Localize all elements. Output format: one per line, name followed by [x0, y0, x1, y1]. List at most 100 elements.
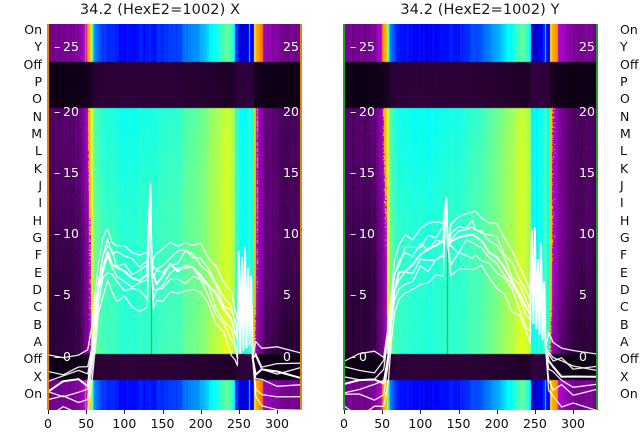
x-tick-mark-200	[200, 410, 202, 414]
x-tick-mark-50	[86, 410, 88, 414]
inner-y-tick-left-20: –20	[350, 104, 375, 119]
axis-spine-left-y	[343, 24, 345, 410]
inner-y-tick-left-5: –5	[350, 287, 367, 302]
category-label-left-5: N	[32, 108, 42, 124]
category-label-left-16: C	[33, 299, 42, 315]
category-label-left-6: M	[31, 126, 42, 141]
category-label-left-15: D	[32, 282, 42, 297]
inner-y-tick-left-10: –10	[350, 226, 375, 241]
heatmap-x	[48, 24, 300, 410]
inner-y-tick-right-20: 20	[283, 104, 299, 119]
inner-y-tick-right-0: 0	[579, 349, 587, 364]
category-label-right-0: On	[620, 22, 638, 37]
x-tick-mark-0	[48, 410, 49, 414]
inner-y-tick-left-10: –10	[54, 226, 79, 241]
x-tick-mark-250	[238, 410, 240, 414]
inner-y-tick-left-0: –0	[54, 349, 71, 364]
plot-panel-y: 34.2 (HexE2=1002) Y –25 25 –20 20 –15 15 –10 10…	[320, 0, 640, 440]
category-label-left-10: I	[38, 195, 42, 211]
plot-panel-x: 34.2 (HexE2=1002) X Dipole –2525–2020–15…	[23, 2, 302, 431]
x-tick-label-150: 150	[446, 416, 471, 431]
x-tick-mark-100	[420, 410, 422, 414]
axis-spine-right-x	[300, 24, 302, 410]
category-label-left-0: On	[24, 22, 42, 37]
x-tick-label-200: 200	[484, 416, 509, 431]
inner-y-tick-right-5: 5	[579, 287, 587, 302]
category-label-left-8: K	[33, 160, 42, 176]
category-label-left-3: P	[34, 74, 42, 89]
x-tick-label-50: 50	[78, 416, 95, 431]
category-label-right-12: G	[620, 230, 630, 245]
inner-y-tick-left-25: –25	[350, 39, 375, 54]
inner-y-tick-right-20: 20	[579, 104, 595, 119]
inner-y-tick-right-10: 10	[579, 226, 595, 241]
category-label-left-7: L	[35, 143, 42, 159]
inner-y-tick-right-5: 5	[283, 287, 291, 302]
category-label-left-4: O	[32, 91, 42, 107]
inner-y-tick-right-10: 10	[283, 226, 299, 241]
category-label-left-20: X	[33, 368, 42, 384]
x-tick-label-0: 0	[340, 416, 348, 431]
category-label-right-21: On	[620, 386, 638, 401]
inner-y-tick-left-0: –0	[350, 349, 367, 364]
category-label-left-1: Y	[34, 39, 42, 55]
x-tick-mark-150	[458, 410, 460, 414]
x-tick-label-250: 250	[226, 416, 251, 431]
category-label-right-9: J	[620, 178, 624, 193]
axis-spine-left-x	[47, 24, 49, 410]
x-tick-mark-300	[277, 410, 279, 414]
inner-y-tick-right-25: 25	[579, 39, 595, 54]
x-tick-mark-300	[573, 410, 575, 414]
category-label-left-18: A	[33, 334, 42, 349]
axis-spine-right-y	[596, 24, 598, 410]
category-label-right-14: E	[620, 264, 628, 280]
panel-title-y: 34.2 (HexE2=1002) Y	[400, 2, 560, 18]
category-label-right-10: I	[620, 195, 624, 211]
x-tick-mark-250	[534, 410, 536, 414]
inner-y-tick-left-5: –5	[54, 287, 71, 302]
x-tick-label-200: 200	[188, 416, 213, 431]
category-label-right-20: X	[620, 368, 629, 384]
inner-y-tick-left-25: –25	[54, 39, 79, 54]
category-label-left-14: E	[34, 264, 42, 280]
category-label-right-1: Y	[620, 39, 628, 55]
x-tick-mark-0	[344, 410, 345, 414]
category-label-left-21: On	[24, 386, 42, 401]
panel-title-x: 34.2 (HexE2=1002) X	[79, 2, 241, 18]
category-label-left-13: F	[34, 247, 42, 263]
category-label-right-17: B	[620, 316, 629, 332]
category-label-right-18: A	[620, 334, 629, 349]
category-label-right-3: P	[620, 74, 628, 89]
category-label-right-19: Off	[620, 351, 639, 367]
inner-y-tick-right-25: 25	[283, 39, 299, 54]
category-label-right-6: M	[620, 126, 631, 141]
category-label-right-8: K	[620, 160, 629, 176]
x-tick-label-100: 100	[408, 416, 433, 431]
x-tick-label-300: 300	[265, 416, 290, 431]
inner-y-tick-left-15: –15	[54, 165, 79, 180]
category-label-right-2: Off	[620, 56, 639, 72]
category-label-left-19: Off	[23, 351, 42, 367]
heatmap-canvas-x	[48, 24, 300, 410]
inner-y-tick-left-20: –20	[54, 104, 79, 119]
inner-y-tick-right-15: 15	[579, 165, 595, 180]
category-label-right-11: H	[620, 212, 630, 228]
category-label-left-12: G	[32, 230, 42, 245]
category-label-right-13: F	[620, 247, 628, 263]
category-label-left-9: J	[38, 178, 42, 193]
x-tick-label-150: 150	[150, 416, 175, 431]
x-tick-mark-150	[162, 410, 164, 414]
x-tick-label-0: 0	[44, 416, 52, 431]
inner-y-tick-left-15: –15	[350, 165, 375, 180]
category-label-right-4: O	[620, 91, 630, 107]
category-label-left-2: Off	[23, 56, 42, 72]
overlay-curves-y	[344, 197, 596, 410]
category-label-right-16: C	[620, 299, 629, 315]
category-label-right-5: N	[620, 108, 630, 124]
x-tick-label-50: 50	[374, 416, 391, 431]
x-tick-mark-200	[496, 410, 498, 414]
x-tick-label-100: 100	[112, 416, 137, 431]
x-tick-mark-50	[382, 410, 384, 414]
x-tick-mark-100	[124, 410, 126, 414]
